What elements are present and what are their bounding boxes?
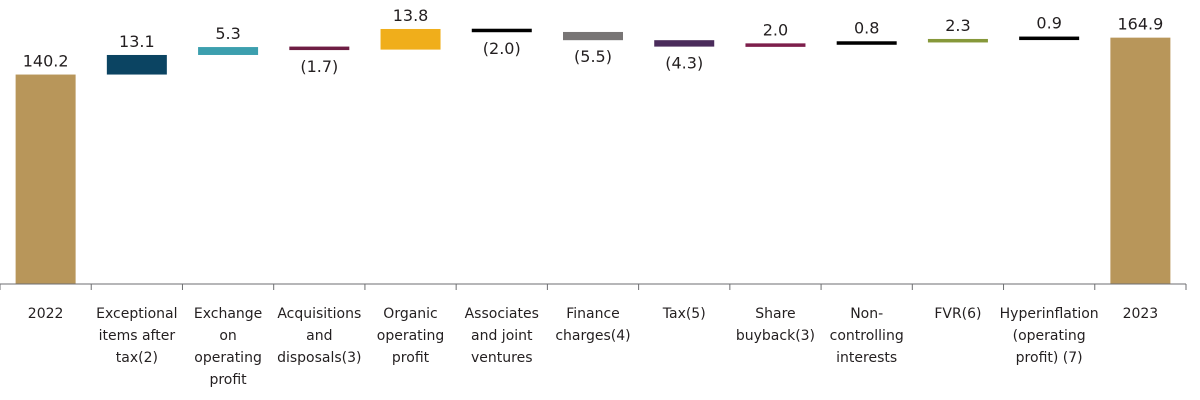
bar-7 xyxy=(654,40,715,47)
value-label: 5.3 xyxy=(215,24,240,43)
value-label: (2.0) xyxy=(483,39,521,58)
category-label-line: operating xyxy=(377,328,445,344)
value-label: 140.2 xyxy=(23,52,69,71)
bar-4 xyxy=(380,28,441,50)
category-label-line: and xyxy=(306,328,332,344)
category-label: 2023 xyxy=(1123,306,1159,322)
category-label-line: and joint xyxy=(471,328,533,344)
category-label-line: operating xyxy=(194,350,262,366)
bars-group xyxy=(15,28,1171,284)
category-label: Exceptional items after tax(2) xyxy=(96,306,177,366)
category-label-line: items after xyxy=(99,328,176,344)
bar-9 xyxy=(836,41,897,45)
category-label: Acquisitions and disposals(3) xyxy=(277,306,361,366)
bar-5 xyxy=(471,28,532,33)
category-label-line: Organic xyxy=(383,306,437,322)
value-label: 13.1 xyxy=(119,32,155,51)
x-axis-ticks xyxy=(0,284,1187,290)
category-label-line: on xyxy=(219,328,236,344)
category-label-line: Finance xyxy=(566,306,620,322)
category-label-line: 2023 xyxy=(1123,306,1159,322)
value-label: (1.7) xyxy=(300,57,338,76)
category-label-line: ventures xyxy=(471,350,533,366)
category-label: 2022 xyxy=(28,306,64,322)
category-label-line: Hyperinflation xyxy=(1000,306,1099,322)
category-label-line: tax(2) xyxy=(116,350,158,366)
category-label: Hyperinflation (operating profit) (7) xyxy=(1000,306,1099,366)
bar-1 xyxy=(106,54,167,75)
category-label-line: buyback(3) xyxy=(736,328,815,344)
bar-3 xyxy=(289,46,350,51)
value-label: 164.9 xyxy=(1117,15,1163,34)
category-label: Tax(5) xyxy=(662,306,706,322)
category-label-line: Share xyxy=(755,306,795,322)
category-label: Organic operating profit xyxy=(377,306,445,366)
category-label-line: (operating xyxy=(1013,328,1086,344)
bar-6 xyxy=(563,31,623,41)
category-label-line: Associates xyxy=(465,306,539,322)
category-label-line: charges(4) xyxy=(555,328,630,344)
category-label-line: interests xyxy=(836,350,897,366)
category-label: FVR(6) xyxy=(934,306,981,322)
category-label-line: Non- xyxy=(850,306,883,322)
bar-12 xyxy=(1110,37,1171,284)
value-labels-group: 140.2 13.1 5.3 (1.7) 13.8 (2.0) (5.5) (4.3) 2.0 0… xyxy=(23,6,1164,76)
category-label: Finance charges(4) xyxy=(555,306,630,344)
bar-8 xyxy=(745,43,806,47)
value-label: (5.5) xyxy=(574,47,612,66)
category-label-line: profit xyxy=(392,350,430,366)
bar-11 xyxy=(1019,36,1080,41)
category-label-line: disposals(3) xyxy=(277,350,361,366)
value-label: 0.9 xyxy=(1036,14,1061,33)
category-labels-group: 2022 Exceptional items after tax(2) Exchange… xyxy=(28,306,1158,388)
category-label-line: Exceptional xyxy=(96,306,177,322)
category-label-line: Exchange xyxy=(194,306,262,322)
value-label: 2.3 xyxy=(945,16,970,35)
category-label-line: profit) (7) xyxy=(1016,350,1083,366)
value-label: (4.3) xyxy=(665,54,703,73)
category-label: Share buyback(3) xyxy=(736,306,815,344)
category-label-line: 2022 xyxy=(28,306,64,322)
category-label: Exchange on operating profit xyxy=(194,306,262,388)
bar-10 xyxy=(927,38,988,43)
category-label-line: profit xyxy=(209,372,247,388)
bar-0 xyxy=(15,74,76,284)
category-label-line: FVR(6) xyxy=(934,306,981,322)
value-label: 0.8 xyxy=(854,18,879,37)
category-label-line: controlling xyxy=(830,328,904,344)
category-label: Non-controlling interests xyxy=(830,306,904,366)
bar-2 xyxy=(198,47,259,55)
value-label: 2.0 xyxy=(763,20,788,39)
category-label: Associates and joint ventures xyxy=(465,306,539,366)
category-label-line: Tax(5) xyxy=(662,306,706,322)
value-label: 13.8 xyxy=(393,6,429,25)
category-label-line: Acquisitions xyxy=(277,306,361,322)
